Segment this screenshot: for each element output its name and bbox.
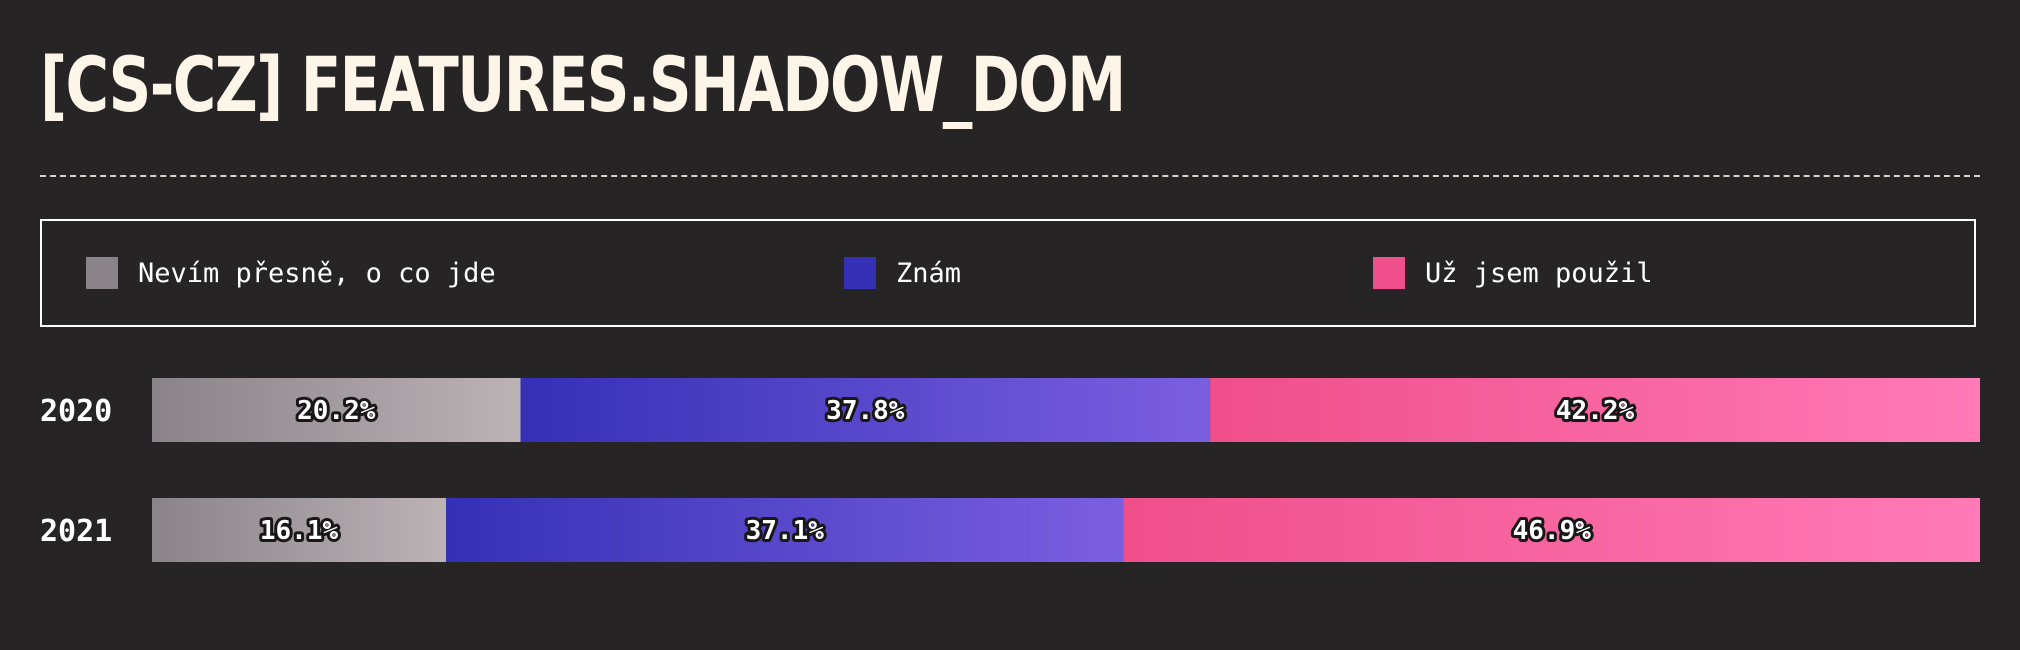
page-title: [CS-CZ] FEATURES.SHADOW_DOM xyxy=(40,40,1126,129)
legend: Nevím přesně, o co jde Znám Už jsem použ… xyxy=(40,219,1976,327)
bar-2020-known[interactable] xyxy=(520,378,1211,442)
legend-swatch-unknown xyxy=(86,257,118,289)
legend-item-used[interactable]: Už jsem použil xyxy=(1373,221,1653,325)
bar-label-2021-used: 46.9% xyxy=(1513,516,1592,546)
legend-label-unknown: Nevím přesně, o co jde xyxy=(138,257,496,289)
bar-2020-unknown[interactable] xyxy=(152,378,521,442)
row-label-2020: 2020 xyxy=(40,394,112,429)
legend-swatch-used xyxy=(1373,257,1405,289)
bar-label-2021-unknown: 16.1% xyxy=(260,516,339,546)
title-divider xyxy=(40,175,1980,177)
legend-item-known[interactable]: Znám xyxy=(844,221,961,325)
stacked-bar-chart: 2020 20.2% 37.8% 42.2% 2021 16.1% 37.1% 46.9% xyxy=(40,378,1980,562)
legend-item-unknown[interactable]: Nevím přesně, o co jde xyxy=(86,221,496,325)
legend-swatch-known xyxy=(844,257,876,289)
bar-2021-unknown[interactable] xyxy=(152,498,447,562)
bar-label-2020-unknown: 20.2% xyxy=(297,396,376,426)
bar-2020-used[interactable] xyxy=(1210,378,1980,442)
legend-label-known: Znám xyxy=(896,257,962,289)
bar-label-2020-used: 42.2% xyxy=(1556,396,1635,426)
bar-2021-used[interactable] xyxy=(1123,498,1980,562)
bar-label-2021-known: 37.1% xyxy=(746,516,825,546)
bar-label-2020-known: 37.8% xyxy=(826,396,905,426)
bar-2021-known[interactable] xyxy=(446,498,1124,562)
row-label-2021: 2021 xyxy=(40,514,112,549)
legend-label-used: Už jsem použil xyxy=(1425,257,1653,289)
